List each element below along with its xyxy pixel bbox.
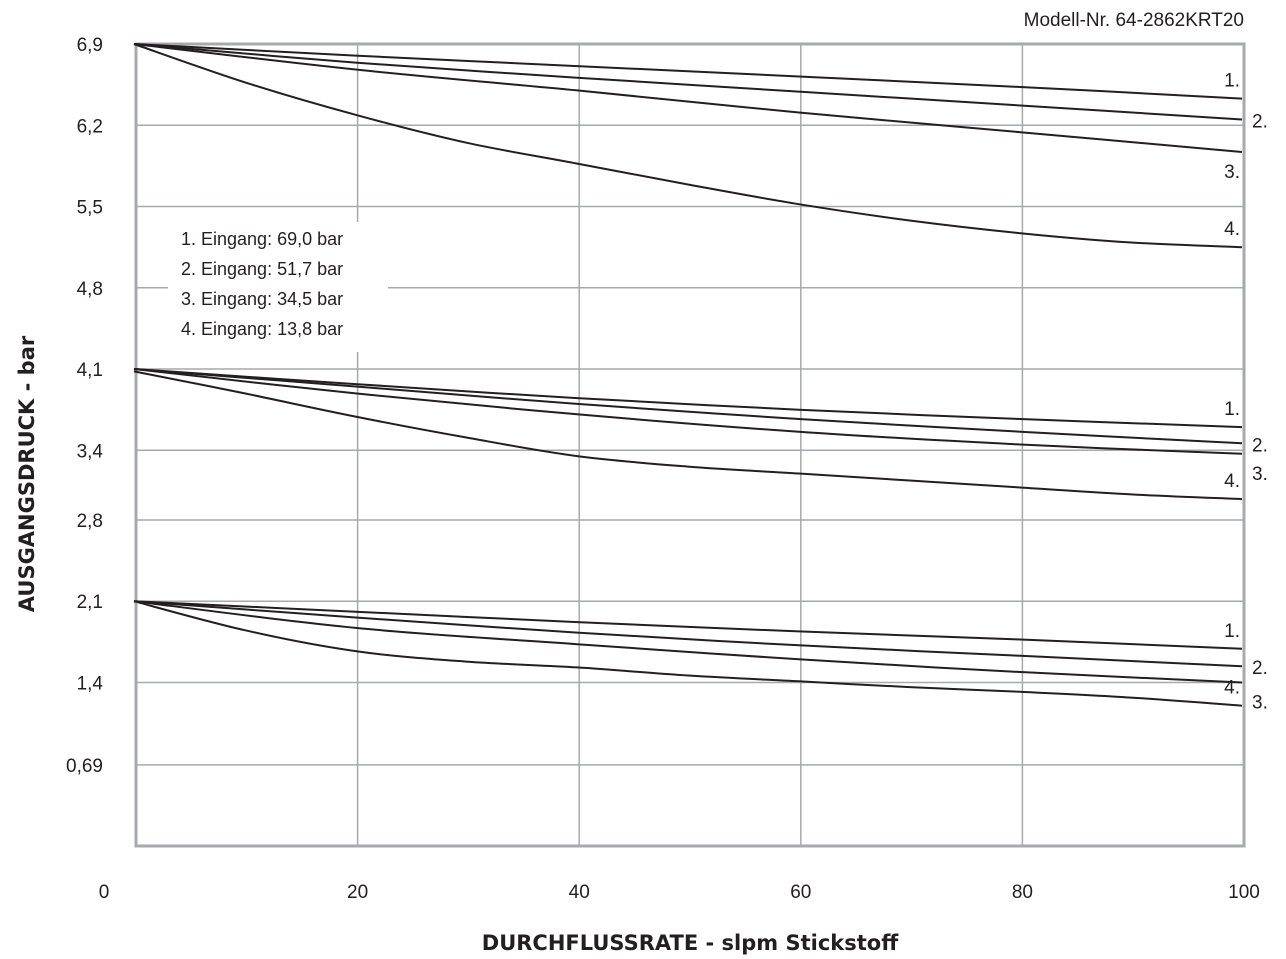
series-3-3-line — [133, 600, 1243, 684]
legend-entry-2: 2. Eingang: 51,7 bar — [181, 259, 343, 279]
series-2-3-line — [133, 368, 1243, 455]
series-1-4-label: 4. — [1224, 219, 1240, 240]
series-1-3-label: 3. — [1224, 162, 1240, 183]
series-3-3-label: 3. — [1252, 692, 1268, 713]
y-tick-labels: 6,9 6,2 5,5 4,8 4,1 3,4 2,8 2,1 1,4 0,69 — [66, 35, 103, 777]
model-number: Modell-Nr. 64-2862KRT20 — [1024, 10, 1244, 31]
legend-entry-1: 1. Eingang: 69,0 bar — [181, 229, 343, 249]
series-3-1-line — [133, 600, 1243, 650]
y-tick-label: 4,8 — [77, 279, 103, 300]
series-2-1-line — [133, 368, 1243, 429]
series-end-labels: 1. 2. 3. 4. 1. 2. 3. 4. 1. 2. 3. 4. — [1224, 71, 1268, 714]
y-tick-label: 3,4 — [77, 441, 104, 462]
x-tick-label: 20 — [347, 882, 368, 903]
y-tick-label: 6,9 — [77, 35, 103, 56]
series-curves — [133, 43, 1243, 707]
series-1-1-line — [133, 43, 1243, 100]
x-tick-label: 40 — [569, 882, 590, 903]
plot-frame — [134, 42, 1246, 848]
x-tick-label: 80 — [1012, 882, 1033, 903]
legend-entry-3: 3. Eingang: 34,5 bar — [181, 289, 343, 309]
series-2-3-label: 3. — [1252, 464, 1268, 485]
series-2-4-line — [133, 370, 1243, 501]
x-tick-label: 100 — [1228, 882, 1260, 903]
legend-background — [168, 222, 388, 352]
series-3-2-label: 2. — [1252, 658, 1268, 679]
legend: 1. Eingang: 69,0 bar 2. Eingang: 51,7 ba… — [168, 222, 388, 352]
y-tick-label: 6,2 — [77, 116, 103, 137]
series-2-2-line — [133, 368, 1243, 445]
series-3-2-line — [133, 600, 1243, 668]
series-2-1-label: 1. — [1224, 399, 1240, 420]
x-tick-label: 0 — [99, 882, 110, 903]
x-axis-label: DURCHFLUSSRATE - slpm Stickstoff — [482, 931, 899, 955]
series-1-2-label: 2. — [1252, 111, 1268, 132]
y-tick-label: 0,69 — [66, 756, 103, 777]
series-1-1-label: 1. — [1224, 71, 1240, 92]
series-3-1-label: 1. — [1224, 621, 1240, 642]
series-1-3-line — [133, 43, 1243, 153]
series-1-4-line — [133, 43, 1243, 249]
series-3-4-label: 4. — [1224, 678, 1240, 699]
legend-entry-4: 4. Eingang: 13,8 bar — [181, 319, 343, 339]
y-tick-label: 5,5 — [77, 198, 103, 219]
y-tick-label: 4,1 — [77, 360, 103, 381]
series-2-2-label: 2. — [1252, 435, 1268, 456]
series-2-4-label: 4. — [1224, 471, 1240, 492]
y-tick-label: 2,8 — [77, 511, 103, 532]
y-tick-label: 1,4 — [77, 673, 104, 694]
grid-lines — [136, 44, 1244, 846]
series-3-4-line — [133, 600, 1243, 707]
y-axis-label: AUSGANGSDRUCK - bar — [15, 335, 39, 612]
y-tick-label: 2,1 — [77, 592, 103, 613]
series-1-2-line — [133, 43, 1243, 121]
x-tick-label: 60 — [790, 882, 811, 903]
x-tick-labels: 0 20 40 60 80 100 — [99, 882, 1260, 903]
